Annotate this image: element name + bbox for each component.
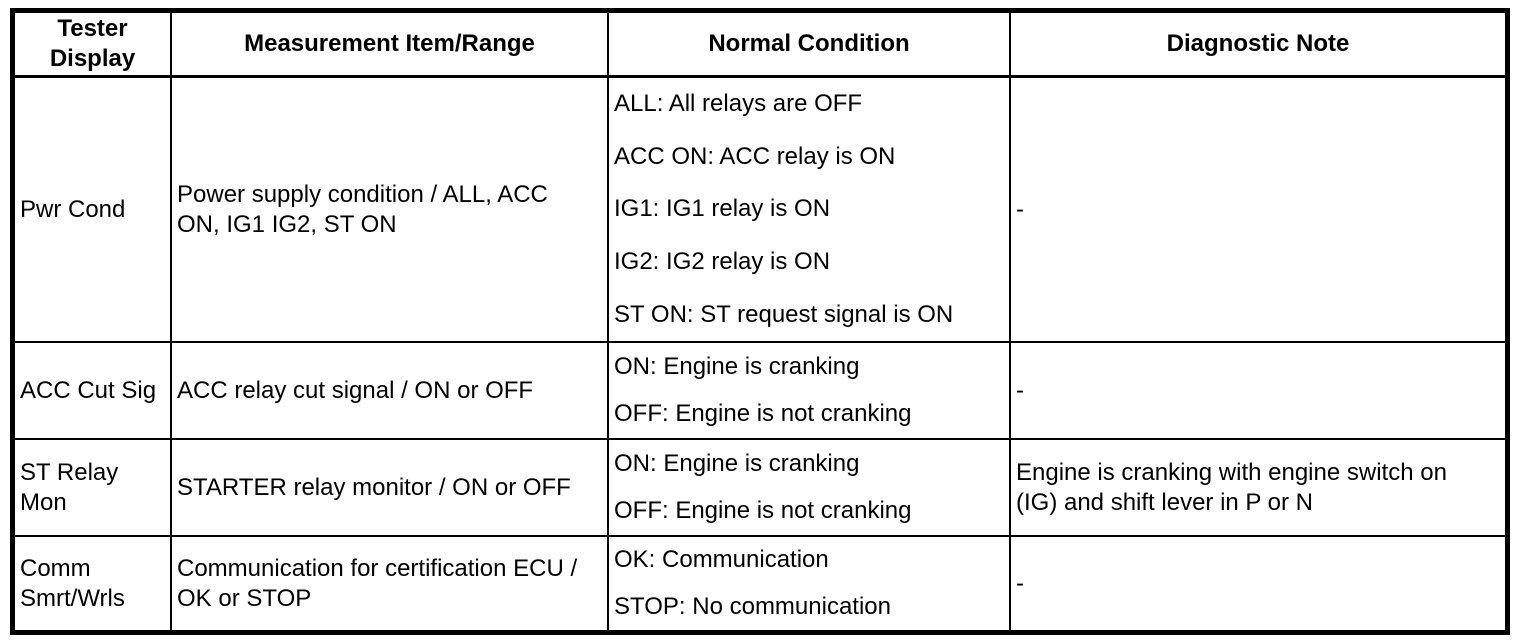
- column-header-normal-condition: Normal Condition: [609, 13, 1011, 78]
- normal-condition-line: STOP: No communication: [614, 592, 891, 620]
- normal-condition-line: ACC ON: ACC relay is ON: [614, 142, 896, 170]
- column-header-measurement-item-range: Measurement Item/Range: [172, 13, 609, 78]
- normal-condition-line: IG1: IG1 relay is ON: [614, 195, 831, 223]
- measurement-item-range-cell: STARTER relay monitor / ON or OFF: [172, 440, 609, 537]
- normal-condition-line: OK: Communication: [614, 546, 829, 574]
- normal-condition-line: ON: Engine is cranking: [614, 449, 860, 477]
- measurement-item-range-cell: ACC relay cut signal / ON or OFF: [172, 343, 609, 440]
- measurement-item-range-cell: Power supply condition / ALL, ACC ON, IG…: [172, 78, 609, 343]
- diagnostic-note-cell: -: [1016, 569, 1024, 597]
- diagnostic-note-cell: -: [1011, 78, 1505, 343]
- normal-condition-line: ALL: All relays are OFF: [614, 90, 863, 118]
- normal-condition-line: OFF: Engine is not cranking: [614, 497, 912, 525]
- tester-display-cell: Pwr Cond: [15, 78, 172, 343]
- diagnostic-note-cell: Engine is cranking with engine switch on…: [1011, 440, 1505, 537]
- normal-condition-line: ON: Engine is cranking: [614, 352, 860, 380]
- normal-condition-line: OFF: Engine is not cranking: [614, 400, 912, 428]
- normal-condition-cell: OK: Communication STOP: No communication: [609, 537, 1011, 630]
- normal-condition-cell: ALL: All relays are OFF ACC ON: ACC rela…: [609, 78, 1011, 343]
- tester-display-cell: ACC Cut Sig: [15, 343, 172, 440]
- normal-condition-cell: ON: Engine is cranking OFF: Engine is no…: [609, 440, 1011, 537]
- diagnostic-note-cell: -: [1011, 343, 1505, 440]
- column-header-diagnostic-note: Diagnostic Note: [1011, 13, 1505, 78]
- normal-condition-cell: ON: Engine is cranking OFF: Engine is no…: [609, 343, 1011, 440]
- normal-condition-line: IG2: IG2 relay is ON: [614, 248, 831, 276]
- measurement-item-range-cell: Communication for certification ECU / OK…: [172, 537, 609, 630]
- column-header-tester-display: Tester Display: [15, 13, 172, 78]
- tester-display-cell: ST Relay Mon: [15, 440, 172, 537]
- diagnostic-data-table: Tester Display Measurement Item/Range No…: [10, 8, 1510, 635]
- tester-display-cell: Comm Smrt/Wrls: [15, 537, 172, 630]
- normal-condition-line: ST ON: ST request signal is ON: [614, 300, 954, 328]
